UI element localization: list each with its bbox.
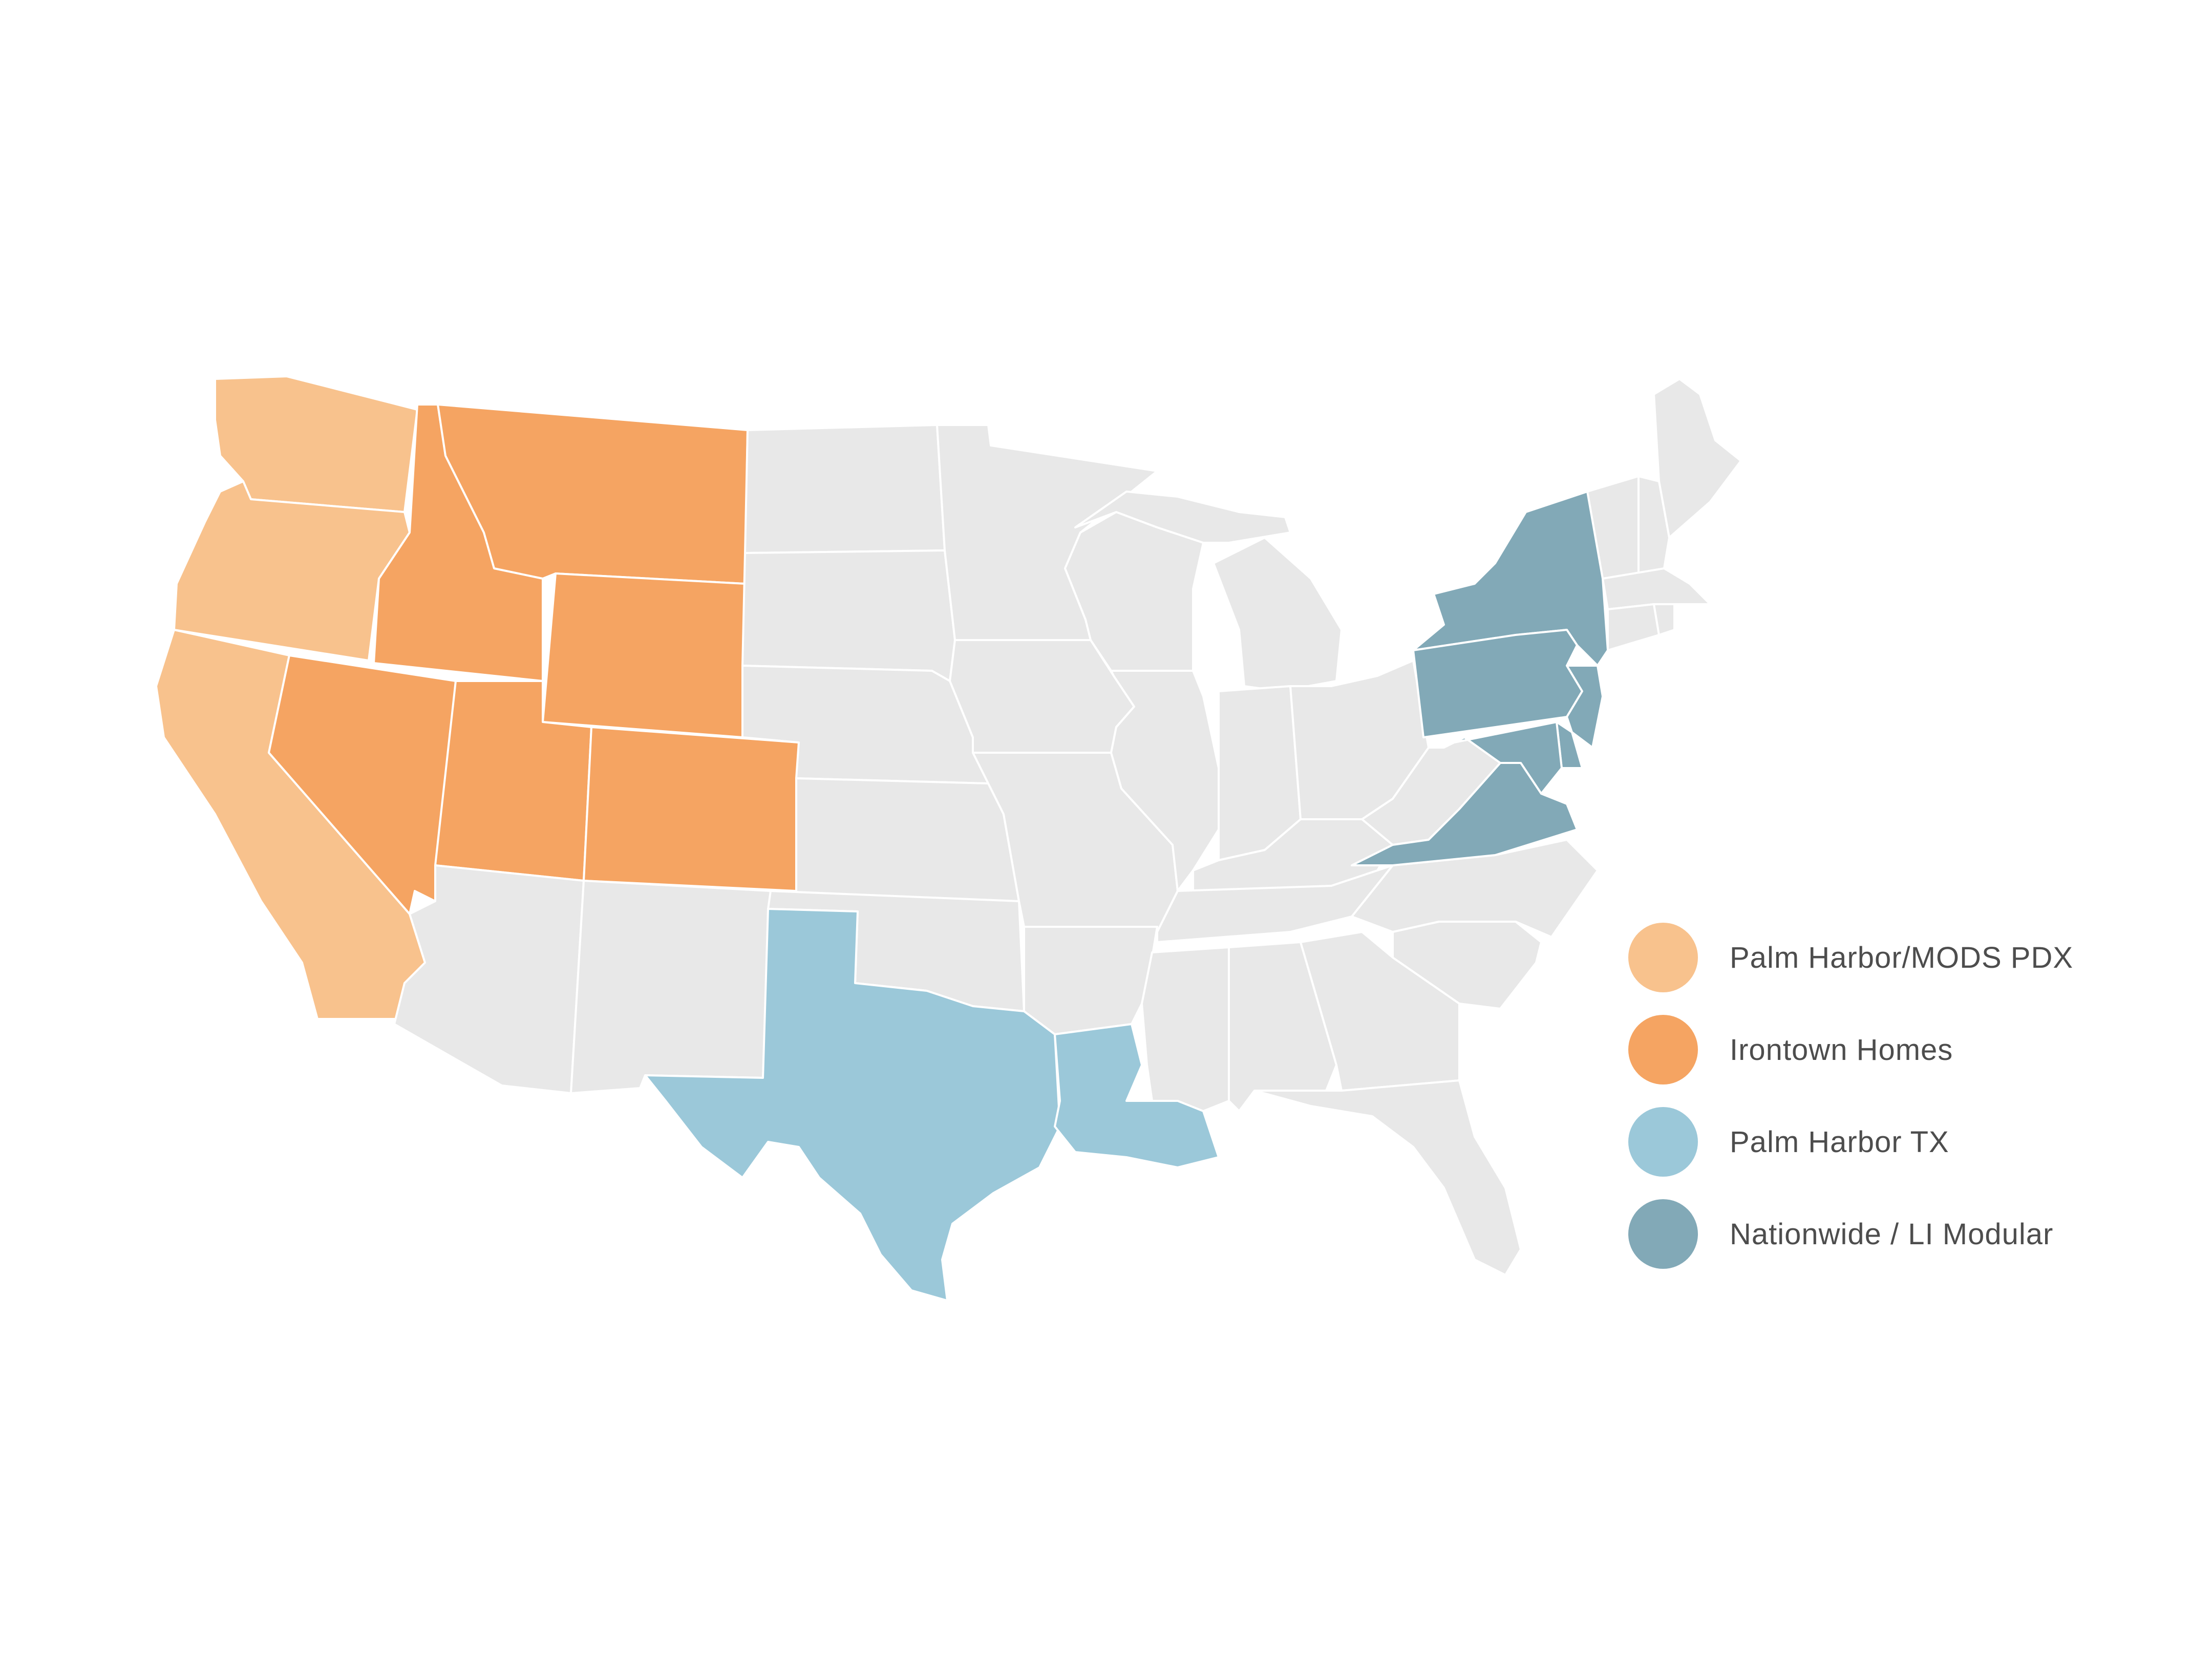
legend-item-irontown-homes: Irontown Homes bbox=[1628, 1004, 2140, 1096]
state-ms bbox=[1141, 946, 1230, 1112]
legend-swatch bbox=[1628, 923, 1698, 992]
state-ga bbox=[1300, 931, 1460, 1092]
map-legend: Palm Harbor/MODS PDX Irontown Homes Palm… bbox=[1628, 911, 2140, 1280]
state-il bbox=[1110, 670, 1220, 892]
state-sd bbox=[741, 549, 956, 682]
legend-label: Irontown Homes bbox=[1730, 1033, 1953, 1067]
state-ri bbox=[1653, 603, 1675, 636]
legend-item-nationwide-li-modular: Nationwide / LI Modular bbox=[1628, 1188, 2140, 1280]
state-co bbox=[583, 726, 800, 892]
state-nd bbox=[744, 424, 946, 554]
legend-label: Palm Harbor/MODS PDX bbox=[1730, 941, 2074, 974]
state-ks bbox=[795, 777, 1020, 905]
state-or bbox=[173, 480, 411, 662]
state-nj bbox=[1566, 665, 1604, 749]
legend-label: Nationwide / LI Modular bbox=[1730, 1217, 2054, 1251]
state-me bbox=[1653, 378, 1742, 539]
state-ar bbox=[1023, 926, 1158, 1035]
legend-label: Palm Harbor TX bbox=[1730, 1125, 1949, 1159]
state-ct bbox=[1607, 603, 1660, 651]
state-wy bbox=[542, 572, 746, 738]
state-mi-up bbox=[1074, 491, 1291, 544]
state-va bbox=[1351, 762, 1578, 866]
legend-swatch bbox=[1628, 1015, 1698, 1084]
state-az bbox=[393, 864, 585, 1094]
state-fl bbox=[1253, 1079, 1522, 1276]
legend-item-palm-harbor-tx: Palm Harbor TX bbox=[1628, 1096, 2140, 1188]
state-mi bbox=[1213, 537, 1343, 692]
state-la bbox=[1054, 1023, 1220, 1168]
legend-item-palm-harbor-mods-pdx: Palm Harbor/MODS PDX bbox=[1628, 911, 2140, 1004]
state-nm bbox=[570, 880, 772, 1094]
legend-swatch bbox=[1628, 1199, 1698, 1269]
legend-swatch bbox=[1628, 1107, 1698, 1177]
state-tx bbox=[644, 908, 1061, 1302]
